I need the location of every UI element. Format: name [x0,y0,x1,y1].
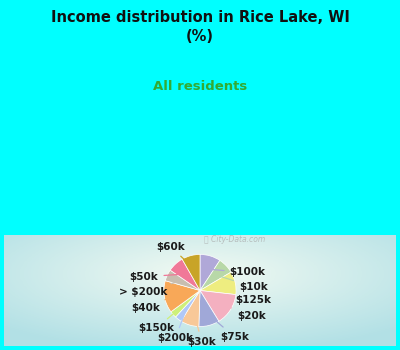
Wedge shape [171,290,200,317]
Text: All residents: All residents [153,80,247,93]
Wedge shape [182,254,200,290]
Wedge shape [165,270,200,290]
Wedge shape [200,272,236,295]
Wedge shape [170,259,200,290]
Text: > $200k: > $200k [119,282,177,297]
Wedge shape [176,290,200,321]
Text: $10k: $10k [219,276,268,292]
Text: Income distribution in Rice Lake, WI
(%): Income distribution in Rice Lake, WI (%) [50,10,350,44]
Wedge shape [164,281,200,312]
Text: $100k: $100k [209,267,266,278]
Wedge shape [200,260,231,290]
Wedge shape [200,290,236,321]
Text: $200k: $200k [158,311,194,343]
Text: $20k: $20k [222,303,266,321]
Text: $40k: $40k [131,295,176,313]
Text: ⓘ City-Data.com: ⓘ City-Data.com [204,234,265,244]
Wedge shape [200,254,220,290]
Text: $60k: $60k [156,241,192,267]
Wedge shape [199,290,219,327]
Text: $150k: $150k [138,307,181,333]
Text: $75k: $75k [208,314,249,342]
Text: $30k: $30k [188,315,216,347]
Text: $125k: $125k [224,287,271,304]
Wedge shape [181,290,200,327]
Text: $50k: $50k [130,272,182,282]
